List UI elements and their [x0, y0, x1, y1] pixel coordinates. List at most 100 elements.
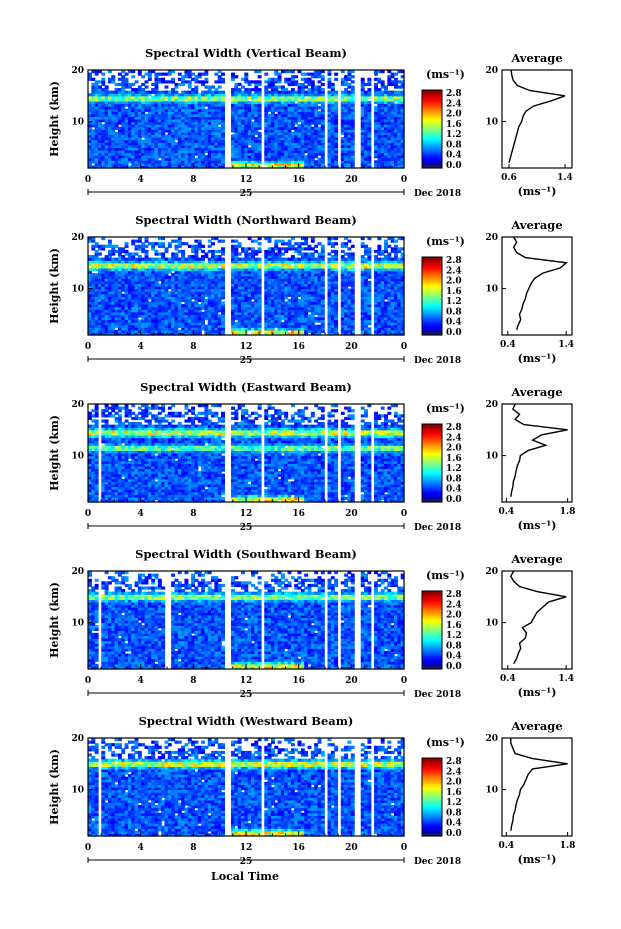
x-tick-label: 4 — [138, 175, 144, 185]
x-tick-label: 16 — [292, 175, 305, 185]
x-tick-label: 20 — [345, 342, 358, 352]
panel-title: Spectral Width (Eastward Beam) — [140, 380, 352, 394]
average-x-tick-label: 1.8 — [560, 507, 576, 517]
x-tick-label: 16 — [292, 843, 305, 853]
colorbar-tick-label: 2.0 — [446, 778, 462, 788]
y-tick-label: 20 — [71, 567, 84, 577]
colorbar-unit: (ms⁻¹) — [426, 402, 465, 415]
colorbar-tick-label: 2.8 — [446, 590, 462, 600]
colorbar-unit: (ms⁻¹) — [426, 569, 465, 582]
colorbar — [422, 424, 442, 503]
y-axis-label: Height (km) — [48, 749, 61, 825]
y-tick-label: 10 — [71, 452, 84, 462]
average-x-tick-label: 0.6 — [501, 173, 517, 183]
panel-2: Spectral Width (Northward Beam) 10 20 Heigh… — [48, 213, 574, 366]
colorbar-tick-label: 0.4 — [446, 151, 462, 161]
x-tick-label: 16 — [292, 509, 305, 519]
x-tick-label: 0 — [401, 676, 407, 686]
colorbar-tick-label: 0.8 — [446, 808, 462, 818]
colorbar-tick-label: 2.8 — [446, 423, 462, 433]
day-label: 25 — [240, 690, 253, 700]
average-profile-line — [508, 69, 566, 163]
average-y-tick-label: 10 — [485, 786, 498, 796]
average-y-tick-label: 10 — [485, 118, 498, 128]
x-tick-label: 16 — [292, 676, 305, 686]
x-tick-label: 12 — [240, 843, 253, 853]
colorbar — [422, 90, 442, 169]
date-label: Dec 2018 — [414, 189, 461, 199]
panel-title: Spectral Width (Northward Beam) — [135, 213, 357, 227]
colorbar-tick-label: 0.0 — [446, 662, 462, 672]
colorbar — [422, 257, 442, 336]
y-tick-label: 20 — [71, 734, 84, 744]
average-y-tick-label: 20 — [485, 734, 498, 744]
colorbar — [422, 758, 442, 837]
y-tick-label: 20 — [71, 233, 84, 243]
colorbar-tick-label: 2.0 — [446, 277, 462, 287]
heatmap-cells — [88, 404, 405, 503]
average-profile-line — [510, 738, 568, 831]
colorbar-tick-label: 0.0 — [446, 161, 462, 171]
average-x-label: (ms⁻¹) — [518, 853, 557, 866]
date-label: Dec 2018 — [414, 857, 461, 867]
y-axis-label: Height (km) — [48, 81, 61, 157]
average-title: Average — [510, 51, 562, 65]
average-y-tick-label: 20 — [485, 233, 498, 243]
colorbar-tick-label: 0.8 — [446, 140, 462, 150]
colorbar-tick-label: 0.4 — [446, 819, 462, 829]
average-y-tick-label: 10 — [485, 285, 498, 295]
x-tick-label: 4 — [138, 509, 144, 519]
x-tick-label: 12 — [240, 342, 253, 352]
x-tick-label: 8 — [190, 843, 196, 853]
colorbar-tick-label: 2.0 — [446, 444, 462, 454]
day-label: 25 — [240, 857, 253, 867]
x-tick-label: 0 — [85, 342, 91, 352]
x-tick-label: 0 — [85, 843, 91, 853]
average-x-tick-label: 1.4 — [558, 340, 574, 350]
colorbar-tick-label: 0.0 — [446, 829, 462, 839]
y-tick-label: 10 — [71, 786, 84, 796]
colorbar-tick-label: 2.4 — [446, 266, 462, 276]
panel-title: Spectral Width (Vertical Beam) — [145, 46, 347, 60]
y-tick-label: 10 — [71, 118, 84, 128]
x-tick-label: 0 — [85, 676, 91, 686]
x-tick-label: 8 — [190, 342, 196, 352]
heatmap-cells — [88, 70, 405, 169]
x-tick-label: 4 — [138, 676, 144, 686]
x-tick-label: 20 — [345, 509, 358, 519]
colorbar-tick-label: 1.6 — [446, 788, 462, 798]
panel-4: Spectral Width (Southward Beam) 10 20 Heigh… — [48, 547, 574, 700]
date-label: Dec 2018 — [414, 523, 461, 533]
y-tick-label: 10 — [71, 285, 84, 295]
x-tick-label: 12 — [240, 175, 253, 185]
y-tick-label: 20 — [71, 66, 84, 76]
average-x-tick-label: 0.4 — [499, 507, 515, 517]
day-label: 25 — [240, 189, 253, 199]
heatmap-cells — [88, 237, 405, 336]
x-tick-label: 4 — [138, 342, 144, 352]
y-tick-label: 10 — [71, 619, 84, 629]
colorbar-tick-label: 1.2 — [446, 297, 462, 307]
colorbar-tick-label: 2.8 — [446, 757, 462, 767]
colorbar-tick-label: 0.8 — [446, 474, 462, 484]
average-x-label: (ms⁻¹) — [518, 686, 557, 699]
average-x-tick-label: 0.4 — [500, 674, 516, 684]
average-title: Average — [510, 719, 562, 733]
colorbar-tick-label: 2.4 — [446, 767, 462, 777]
day-label: 25 — [240, 356, 253, 366]
x-tick-label: 0 — [85, 175, 91, 185]
x-tick-label: 20 — [345, 175, 358, 185]
panel-title: Spectral Width (Westward Beam) — [139, 714, 354, 728]
x-tick-label: 8 — [190, 175, 196, 185]
colorbar — [422, 591, 442, 670]
average-x-label: (ms⁻¹) — [518, 519, 557, 532]
colorbar-tick-label: 0.4 — [446, 652, 462, 662]
average-title: Average — [510, 552, 562, 566]
x-tick-label: 0 — [401, 843, 407, 853]
x-tick-label: 0 — [401, 175, 407, 185]
colorbar-tick-label: 2.4 — [446, 600, 462, 610]
heatmap-cells — [88, 571, 405, 670]
average-y-tick-label: 20 — [485, 66, 498, 76]
average-x-tick-label: 1.4 — [557, 173, 573, 183]
